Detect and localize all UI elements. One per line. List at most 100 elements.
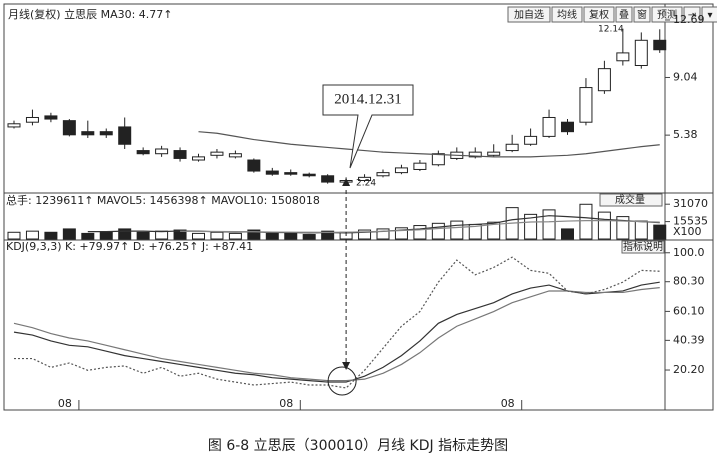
candle-body xyxy=(284,172,298,175)
candle-body xyxy=(321,175,335,183)
candle-body xyxy=(413,162,427,170)
candle-body xyxy=(228,153,242,158)
y-tick-label: 60.10 xyxy=(673,304,705,317)
volume-bar xyxy=(321,230,335,240)
volume-bar xyxy=(155,230,169,240)
candle-body xyxy=(634,39,648,66)
kdj-line xyxy=(13,281,660,383)
toolbar-button[interactable] xyxy=(551,6,583,23)
volume-bar xyxy=(487,221,501,240)
toolbar-label[interactable]: 预测 xyxy=(657,8,677,21)
volume-bar xyxy=(25,230,39,240)
kdj-line xyxy=(14,256,660,389)
toolbar-label[interactable]: 加自选 xyxy=(514,8,544,21)
candle-body xyxy=(468,151,482,158)
indicator-select[interactable] xyxy=(599,193,663,207)
toolbar-button[interactable] xyxy=(507,6,551,23)
y-tick-label: 40.39 xyxy=(673,333,705,346)
frame xyxy=(3,3,714,411)
candle-body xyxy=(431,153,445,166)
volume-bar xyxy=(173,229,187,240)
candle-body xyxy=(62,120,76,136)
volume-bar xyxy=(62,228,76,240)
volume-bar xyxy=(247,229,261,240)
candle-body xyxy=(542,116,556,137)
volume-bar xyxy=(284,232,298,240)
toolbar-button[interactable] xyxy=(683,6,701,23)
candle-body xyxy=(7,123,21,128)
volume-bar xyxy=(561,228,574,240)
indicator-help[interactable] xyxy=(621,240,665,254)
candle-body xyxy=(173,150,187,159)
candle-body xyxy=(487,151,501,156)
caption: 图 6-8 立思辰（300010）月线 KDJ 指标走势图 xyxy=(208,438,508,454)
volume-bar xyxy=(616,216,630,240)
candle-body xyxy=(597,68,611,92)
x-tick-label: 08 xyxy=(58,397,72,410)
x-tick-label: 08 xyxy=(279,397,293,410)
candle-body xyxy=(302,173,316,177)
candle-body xyxy=(616,52,630,62)
toolbar-button[interactable] xyxy=(615,6,633,23)
volume-bar xyxy=(358,229,372,240)
candle-body xyxy=(579,87,593,123)
candle-body xyxy=(561,121,574,133)
y-tick-label: 5.38 xyxy=(673,128,698,141)
candle-body xyxy=(505,143,519,152)
volume-bar xyxy=(542,209,556,240)
annotation: 12.14 xyxy=(598,25,624,35)
y-tick-label: 80.30 xyxy=(673,275,705,288)
toolbar-label[interactable]: 叠 xyxy=(619,9,629,21)
volume-bar xyxy=(394,227,408,240)
volume-bar xyxy=(192,232,205,240)
volume-bar xyxy=(413,225,427,240)
volume-bar xyxy=(302,234,316,240)
toolbar-label[interactable]: ▾ xyxy=(707,10,712,21)
y-tick-label: 12.69 xyxy=(673,13,705,26)
volume-bar xyxy=(136,231,150,240)
marker-circle xyxy=(327,366,357,396)
candle-body xyxy=(25,116,39,123)
candle-body xyxy=(210,151,224,156)
volume-bar xyxy=(597,211,611,240)
candle-body xyxy=(376,172,390,177)
candle-body xyxy=(192,156,205,161)
candle-body xyxy=(81,131,95,136)
volume-bar xyxy=(210,231,224,240)
help-label[interactable]: 指标说明 xyxy=(623,240,663,253)
toolbar-label[interactable]: 窗 xyxy=(637,8,647,21)
unit-label: X100 xyxy=(673,225,702,238)
volume-bar xyxy=(450,220,464,240)
candle-body xyxy=(136,150,150,155)
volume-header: 总手: 1239611↑ MAVOL5: 1456398↑ MAVOL10: 1… xyxy=(6,193,320,207)
volume-bar xyxy=(7,231,21,240)
volume-bar xyxy=(44,231,58,240)
candle-body xyxy=(247,159,261,172)
candle-body xyxy=(653,39,667,51)
mavol-line xyxy=(180,219,660,233)
candle-body xyxy=(118,126,132,145)
toolbar-button[interactable] xyxy=(583,6,615,23)
volume-bar xyxy=(81,232,95,240)
volume-bar xyxy=(431,222,445,240)
kdj-line xyxy=(13,287,660,382)
toolbar-button[interactable] xyxy=(651,6,683,23)
toolbar-label[interactable]: ⇥ xyxy=(688,10,696,21)
indicator-label[interactable]: 成交量 xyxy=(615,193,645,206)
y-tick-label: 9.04 xyxy=(673,70,698,83)
candle-body xyxy=(44,115,58,120)
toolbar-label[interactable]: 均线 xyxy=(557,8,577,21)
annotation: 2.24 xyxy=(356,179,376,189)
toolbar-label[interactable]: 复权 xyxy=(589,8,609,21)
x-tick-label: 08 xyxy=(501,397,515,410)
toolbar-button[interactable] xyxy=(701,6,717,23)
candle-body xyxy=(524,135,538,145)
volume-bar xyxy=(634,220,648,240)
y-tick-label: 31070 xyxy=(673,197,708,210)
volume-bar xyxy=(524,213,538,240)
volume-bar xyxy=(99,231,113,240)
toolbar-button[interactable] xyxy=(633,6,651,23)
volume-bar xyxy=(118,228,132,240)
volume-bar xyxy=(228,232,242,240)
